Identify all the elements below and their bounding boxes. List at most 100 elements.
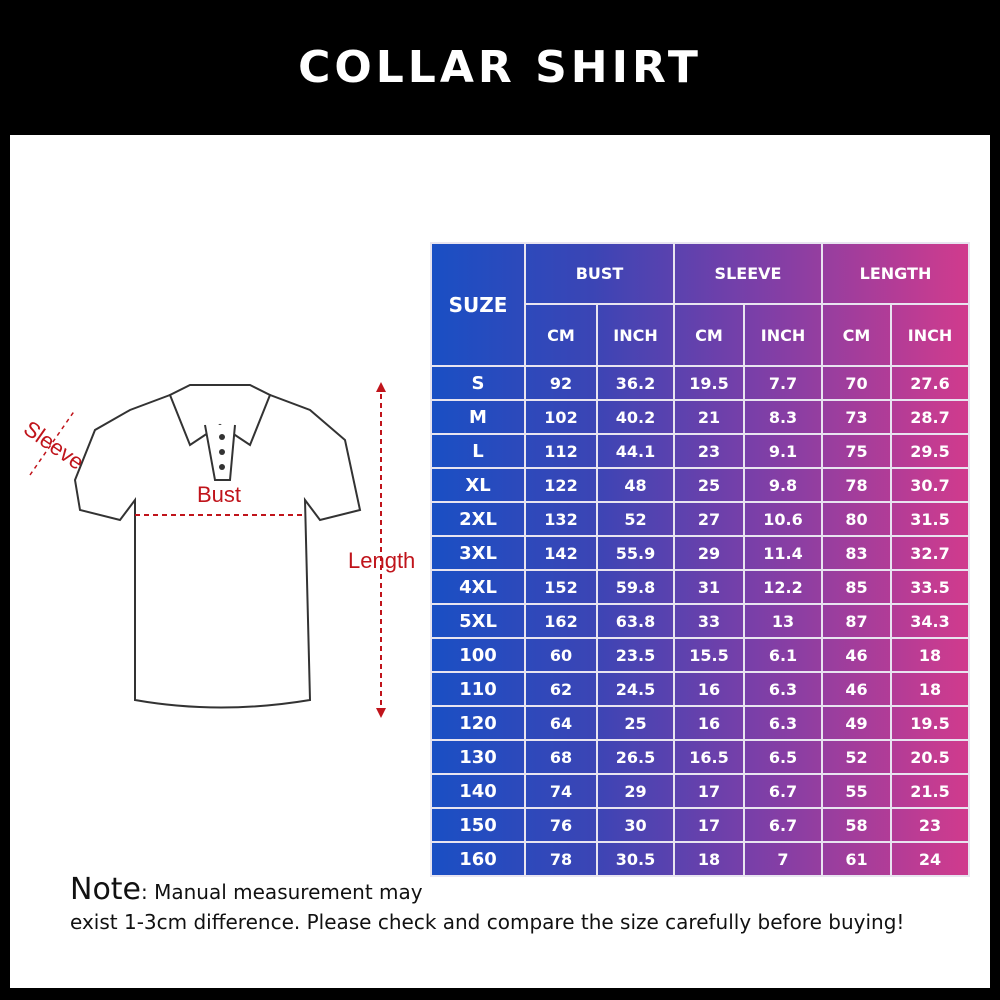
value-cell: 21 xyxy=(673,399,745,435)
group-header-bust: BUST xyxy=(524,242,675,305)
table-row: 3XL 142 55.9 29 11.4 83 32.7 xyxy=(430,535,970,571)
header: COLLAR SHIRT xyxy=(0,0,1000,135)
group-header-length: LENGTH xyxy=(821,242,970,305)
table-row: 130 68 26.5 16.5 6.5 52 20.5 xyxy=(430,739,970,775)
value-cell: 92 xyxy=(524,365,598,401)
table-row: XL 122 48 25 9.8 78 30.7 xyxy=(430,467,970,503)
size-cell: 130 xyxy=(430,739,526,775)
value-cell: 24 xyxy=(890,841,970,877)
size-cell: 2XL xyxy=(430,501,526,537)
value-cell: 16 xyxy=(673,705,745,741)
value-cell: 7.7 xyxy=(743,365,823,401)
value-cell: 6.7 xyxy=(743,807,823,843)
value-cell: 61 xyxy=(821,841,892,877)
value-cell: 40.2 xyxy=(596,399,675,435)
table-row: 140 74 29 17 6.7 55 21.5 xyxy=(430,773,970,809)
table-row: 120 64 25 16 6.3 49 19.5 xyxy=(430,705,970,741)
shirt-diagram: Bust Length Sleeve xyxy=(19,382,415,718)
value-cell: 12.2 xyxy=(743,569,823,605)
unit-header: CM xyxy=(673,303,745,367)
unit-header: INCH xyxy=(596,303,675,367)
value-cell: 44.1 xyxy=(596,433,675,469)
value-cell: 13 xyxy=(743,603,823,639)
note-text-2: exist 1-3cm difference. Please check and… xyxy=(70,910,905,934)
size-cell: 3XL xyxy=(430,535,526,571)
size-cell: 110 xyxy=(430,671,526,707)
value-cell: 48 xyxy=(596,467,675,503)
value-cell: 30 xyxy=(596,807,675,843)
value-cell: 62 xyxy=(524,671,598,707)
length-label: Length xyxy=(348,548,415,573)
value-cell: 74 xyxy=(524,773,598,809)
value-cell: 30.7 xyxy=(890,467,970,503)
value-cell: 24.5 xyxy=(596,671,675,707)
value-cell: 142 xyxy=(524,535,598,571)
value-cell: 29.5 xyxy=(890,433,970,469)
value-cell: 21.5 xyxy=(890,773,970,809)
value-cell: 36.2 xyxy=(596,365,675,401)
value-cell: 6.3 xyxy=(743,705,823,741)
value-cell: 49 xyxy=(821,705,892,741)
size-chart-table: SUZE BUST SLEEVE LENGTH CM INCH CM INCH … xyxy=(430,242,970,877)
table-row: 2XL 132 52 27 10.6 80 31.5 xyxy=(430,501,970,537)
value-cell: 16 xyxy=(673,671,745,707)
value-cell: 6.1 xyxy=(743,637,823,673)
group-header-sleeve: SLEEVE xyxy=(673,242,823,305)
value-cell: 85 xyxy=(821,569,892,605)
value-cell: 11.4 xyxy=(743,535,823,571)
table-row: 100 60 23.5 15.5 6.1 46 18 xyxy=(430,637,970,673)
value-cell: 83 xyxy=(821,535,892,571)
value-cell: 15.5 xyxy=(673,637,745,673)
value-cell: 58 xyxy=(821,807,892,843)
value-cell: 75 xyxy=(821,433,892,469)
value-cell: 55.9 xyxy=(596,535,675,571)
value-cell: 32.7 xyxy=(890,535,970,571)
value-cell: 152 xyxy=(524,569,598,605)
bust-label: Bust xyxy=(197,482,241,507)
note-label: Note xyxy=(70,872,142,907)
table-row: L 112 44.1 23 9.1 75 29.5 xyxy=(430,433,970,469)
value-cell: 8.3 xyxy=(743,399,823,435)
table-row: 5XL 162 63.8 33 13 87 34.3 xyxy=(430,603,970,639)
page-title: COLLAR SHIRT xyxy=(298,42,702,93)
value-cell: 33 xyxy=(673,603,745,639)
value-cell: 122 xyxy=(524,467,598,503)
size-cell: 4XL xyxy=(430,569,526,605)
value-cell: 87 xyxy=(821,603,892,639)
value-cell: 6.7 xyxy=(743,773,823,809)
value-cell: 6.3 xyxy=(743,671,823,707)
table-row: 4XL 152 59.8 31 12.2 85 33.5 xyxy=(430,569,970,605)
value-cell: 27.6 xyxy=(890,365,970,401)
table-row: 110 62 24.5 16 6.3 46 18 xyxy=(430,671,970,707)
size-cell: L xyxy=(430,433,526,469)
value-cell: 52 xyxy=(821,739,892,775)
value-cell: 7 xyxy=(743,841,823,877)
value-cell: 19.5 xyxy=(890,705,970,741)
value-cell: 80 xyxy=(821,501,892,537)
value-cell: 10.6 xyxy=(743,501,823,537)
value-cell: 23.5 xyxy=(596,637,675,673)
value-cell: 132 xyxy=(524,501,598,537)
size-cell: M xyxy=(430,399,526,435)
value-cell: 6.5 xyxy=(743,739,823,775)
size-cell: 100 xyxy=(430,637,526,673)
value-cell: 78 xyxy=(524,841,598,877)
size-cell: 140 xyxy=(430,773,526,809)
value-cell: 25 xyxy=(673,467,745,503)
table-row: S 92 36.2 19.5 7.7 70 27.6 xyxy=(430,365,970,401)
value-cell: 20.5 xyxy=(890,739,970,775)
value-cell: 18 xyxy=(890,671,970,707)
value-cell: 29 xyxy=(673,535,745,571)
value-cell: 76 xyxy=(524,807,598,843)
value-cell: 31.5 xyxy=(890,501,970,537)
value-cell: 102 xyxy=(524,399,598,435)
value-cell: 112 xyxy=(524,433,598,469)
value-cell: 73 xyxy=(821,399,892,435)
note: Note: Manual measurement may exist 1-3cm… xyxy=(70,875,904,937)
note-text-1: : Manual measurement may xyxy=(141,880,423,904)
size-cell: 150 xyxy=(430,807,526,843)
table-row: 150 76 30 17 6.7 58 23 xyxy=(430,807,970,843)
value-cell: 29 xyxy=(596,773,675,809)
value-cell: 17 xyxy=(673,773,745,809)
value-cell: 23 xyxy=(890,807,970,843)
